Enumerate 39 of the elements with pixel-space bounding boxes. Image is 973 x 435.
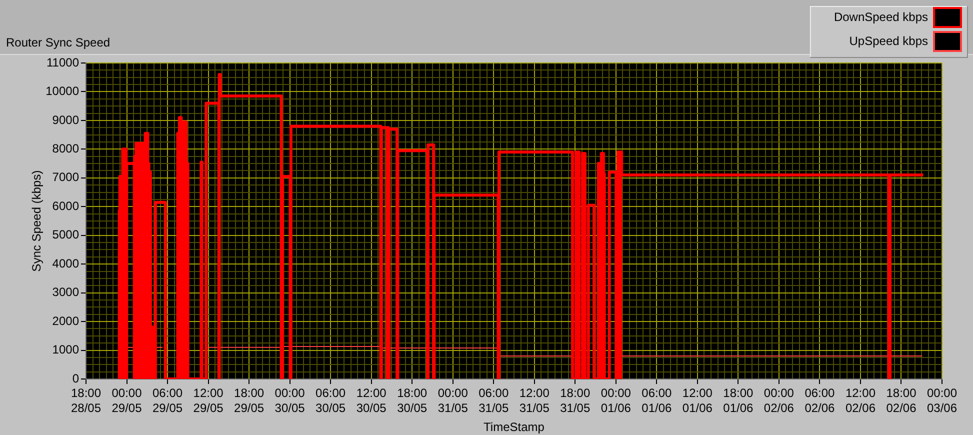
- x-tick-label: 18:00 31/05: [560, 386, 590, 415]
- x-tick-label: 18:00 01/06: [723, 386, 754, 415]
- x-tick-label: 00:00 31/05: [438, 386, 468, 415]
- x-tick-label: 06:00 29/05: [152, 386, 183, 415]
- y-tick-label: 7000: [52, 170, 80, 184]
- y-tick-label: 8000: [52, 141, 80, 156]
- y-tick-label: 3000: [52, 285, 80, 300]
- x-tick-label: 18:00 02/06: [886, 386, 917, 415]
- x-tick-label: 12:00 02/06: [845, 386, 876, 415]
- x-tick-label: 00:00 02/06: [764, 386, 794, 415]
- x-tick-label: 06:00 02/06: [804, 386, 836, 415]
- x-tick-label: 06:00 01/06: [642, 386, 672, 415]
- x-tick-label: 00:00 03/06: [926, 386, 958, 415]
- y-tick-label: 11000: [46, 55, 80, 70]
- x-tick-label: 06:00 31/05: [478, 386, 509, 415]
- x-tick-label: 18:00 29/05: [234, 386, 264, 415]
- x-tick-label: 00:00 29/05: [112, 386, 142, 415]
- x-tick-label: 12:00 29/05: [193, 386, 224, 415]
- y-tick-label: 5000: [52, 228, 80, 242]
- y-tick-label: 1000: [52, 342, 80, 357]
- y-tick-label: 6000: [52, 198, 80, 213]
- x-tick-label: 12:00 01/06: [682, 386, 713, 415]
- chart-title: Router Sync Speed: [6, 35, 110, 50]
- x-tick-label: 12:00 31/05: [519, 386, 550, 415]
- legend-label: UpSpeed kbps: [849, 34, 928, 48]
- x-tick-label: 00:00 30/05: [274, 386, 306, 415]
- y-axis-title: Sync Speed (kbps): [30, 170, 44, 272]
- x-tick-label: 00:00 01/06: [600, 386, 632, 415]
- x-tick-label: 18:00 28/05: [70, 386, 102, 415]
- y-tick-label: 4000: [52, 256, 80, 270]
- x-tick-label: 06:00 30/05: [316, 386, 346, 415]
- x-tick-label: 18:00 30/05: [397, 386, 428, 415]
- y-tick-label: 9000: [52, 112, 80, 127]
- x-axis-title: TimeStamp: [484, 420, 545, 434]
- y-tick-label: 0: [72, 371, 80, 386]
- x-tick-label: 12:00 30/05: [356, 386, 387, 415]
- y-tick-label: 2000: [52, 314, 80, 328]
- y-tick-label: 10000: [46, 84, 80, 98]
- legend-label: DownSpeed kbps: [834, 10, 928, 24]
